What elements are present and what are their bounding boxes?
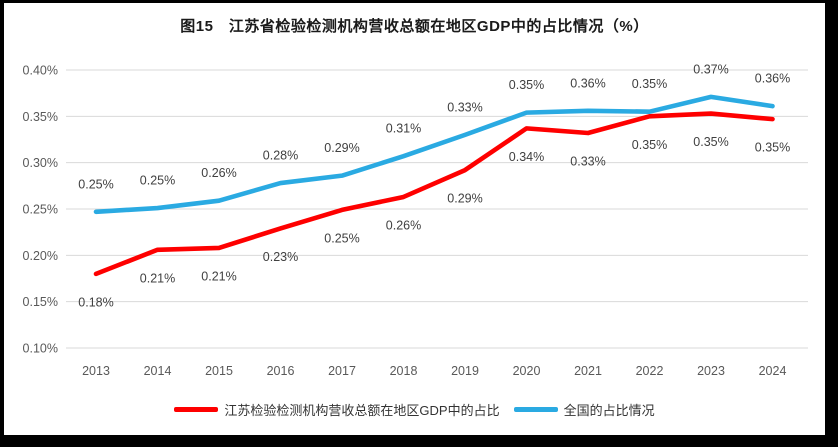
data-label: 0.25% (78, 177, 113, 191)
chart-surface: 图15 江苏省检验检测机构营收总额在地区GDP中的占比情况（%） 江苏检验检测机… (4, 3, 825, 435)
data-label: 0.35% (632, 77, 667, 91)
x-tick-label: 2020 (513, 364, 541, 378)
data-label: 0.28% (263, 149, 298, 163)
y-tick-label: 0.35% (23, 110, 58, 124)
data-label: 0.26% (386, 218, 421, 232)
x-tick-label: 2024 (759, 364, 787, 378)
data-label: 0.25% (324, 231, 359, 245)
legend: 江苏检验检测机构营收总额在地区GDP中的占比 全国的占比情况 (4, 400, 825, 419)
y-tick-label: 0.10% (23, 342, 58, 356)
data-label: 0.36% (570, 76, 605, 90)
data-label: 0.33% (570, 155, 605, 169)
series-line (93, 111, 775, 277)
data-label: 0.26% (201, 166, 236, 180)
data-label: 0.35% (755, 141, 790, 155)
x-tick-label: 2017 (328, 364, 356, 378)
data-label: 0.29% (447, 192, 482, 206)
data-label: 0.35% (509, 78, 544, 92)
data-label: 0.25% (140, 174, 175, 188)
data-label: 0.18% (78, 295, 113, 309)
data-label: 0.35% (693, 135, 728, 149)
x-tick-label: 2021 (574, 364, 602, 378)
y-tick-label: 0.25% (23, 203, 58, 217)
data-label: 0.35% (632, 138, 667, 152)
x-tick-label: 2023 (697, 364, 725, 378)
legend-label-jiangsu: 江苏检验检测机构营收总额在地区GDP中的占比 (224, 403, 500, 418)
chart-title: 图15 江苏省检验检测机构营收总额在地区GDP中的占比情况（%） (180, 18, 649, 35)
legend-label-national: 全国的占比情况 (563, 403, 655, 418)
data-label: 0.23% (263, 250, 298, 264)
data-label: 0.31% (386, 122, 421, 136)
data-label: 0.33% (447, 100, 482, 114)
data-label: 0.34% (509, 150, 544, 164)
x-tick-label: 2018 (390, 364, 418, 378)
blue-line-swatch-icon (513, 407, 558, 412)
y-tick-label: 0.30% (23, 156, 58, 170)
data-label: 0.21% (140, 271, 175, 285)
data-label: 0.36% (755, 72, 790, 86)
legend-item-jiangsu: 江苏检验检测机构营收总额在地区GDP中的占比 (174, 400, 500, 419)
data-label: 0.21% (201, 269, 236, 283)
x-tick-label: 2022 (636, 364, 664, 378)
x-tick-label: 2014 (144, 364, 172, 378)
red-line-swatch-icon (174, 407, 219, 412)
data-label: 0.29% (324, 141, 359, 155)
x-tick-label: 2016 (267, 364, 295, 378)
legend-item-national: 全国的占比情况 (513, 400, 655, 419)
series-line (93, 94, 775, 215)
y-tick-label: 0.20% (23, 249, 58, 263)
data-label: 0.37% (693, 62, 728, 76)
y-tick-label: 0.40% (23, 64, 58, 78)
y-tick-label: 0.15% (23, 295, 58, 309)
x-tick-label: 2019 (451, 364, 479, 378)
x-tick-label: 2013 (82, 364, 110, 378)
x-tick-label: 2015 (205, 364, 233, 378)
